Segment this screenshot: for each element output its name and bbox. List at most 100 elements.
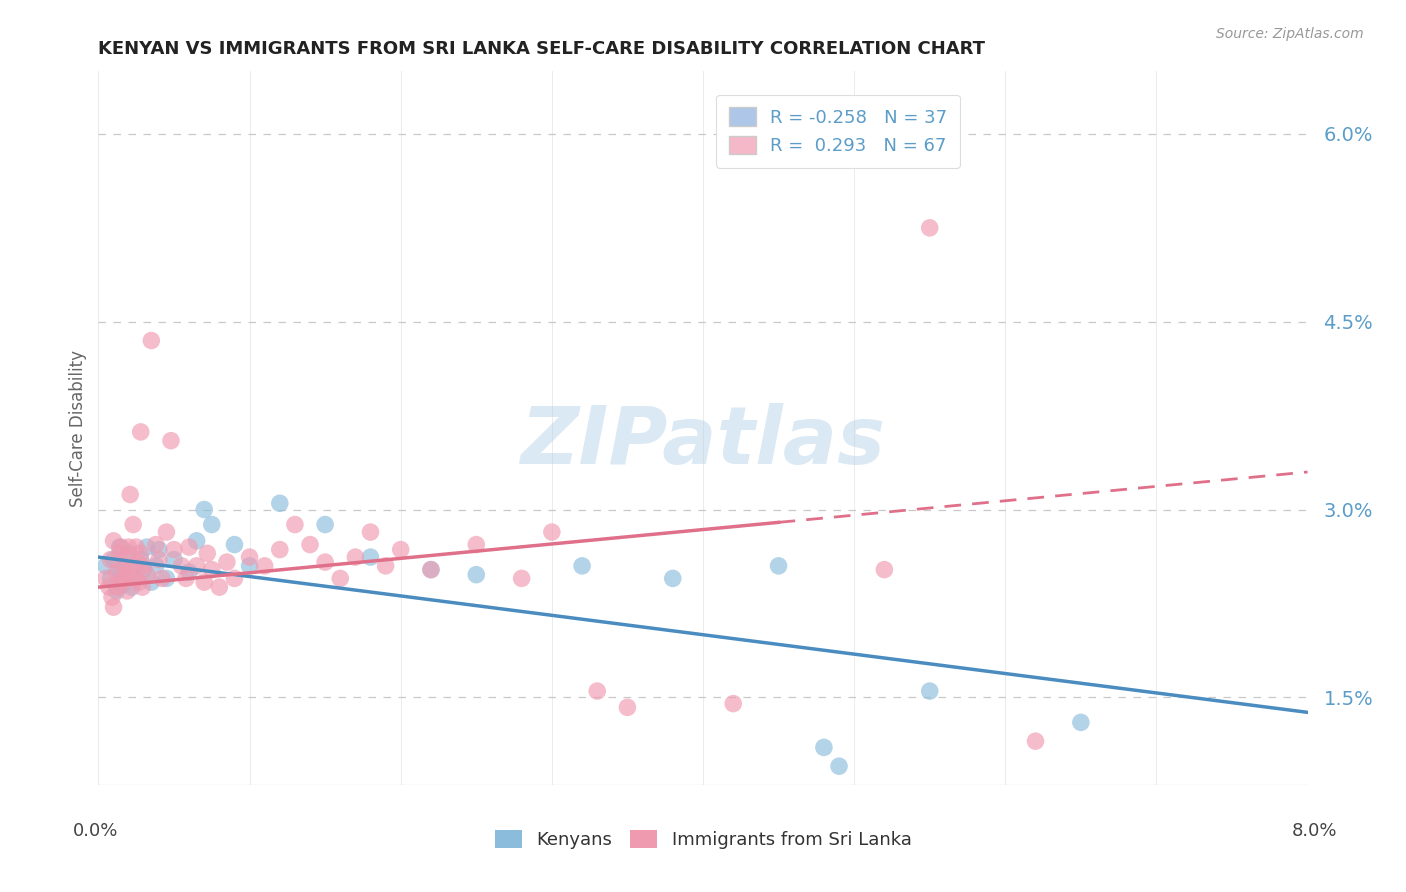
Point (239, 558, 262, 573)
Point (344, 550, 367, 565)
Point (135, 567, 157, 582)
Point (141, 575, 163, 590)
Y-axis label: Self-Care Disability: Self-Care Disability (69, 350, 87, 507)
Point (132, 563, 155, 577)
Point (186, 533, 208, 548)
Point (108, 540, 131, 554)
Point (128, 575, 150, 590)
Point (121, 580, 143, 594)
Point (148, 542, 170, 557)
Point (105, 583, 128, 598)
Point (360, 524, 382, 539)
Point (118, 567, 141, 582)
Point (129, 552, 152, 566)
Point (723, 697, 745, 711)
Point (186, 558, 208, 573)
Point (103, 600, 125, 615)
Point (389, 542, 412, 557)
Point (103, 552, 125, 566)
Point (360, 550, 382, 565)
Point (1070, 715, 1092, 730)
Point (125, 540, 148, 554)
Point (107, 580, 129, 594)
Point (114, 558, 136, 573)
Point (215, 555, 238, 569)
Point (155, 524, 177, 539)
Point (108, 546, 131, 560)
Point (121, 558, 143, 573)
Point (918, 220, 941, 235)
Point (170, 558, 193, 573)
Point (918, 684, 941, 698)
Text: KENYAN VS IMMIGRANTS FROM SRI LANKA SELF-CARE DISABILITY CORRELATION CHART: KENYAN VS IMMIGRANTS FROM SRI LANKA SELF… (98, 40, 986, 58)
Point (135, 540, 157, 554)
Point (112, 571, 135, 585)
Point (540, 524, 562, 539)
Point (100, 571, 122, 585)
Point (115, 583, 138, 598)
Point (163, 552, 186, 566)
Point (510, 571, 533, 585)
Point (94, 558, 117, 573)
Point (118, 540, 141, 554)
Point (100, 552, 122, 566)
Point (129, 546, 152, 560)
Point (127, 555, 149, 569)
Point (813, 740, 835, 755)
Point (224, 538, 246, 552)
Point (586, 684, 609, 698)
Point (193, 575, 215, 590)
Point (163, 542, 186, 557)
Legend: R = -0.258   N = 37, R =  0.293   N = 67: R = -0.258 N = 37, R = 0.293 N = 67 (716, 95, 960, 168)
Point (661, 571, 683, 585)
Point (314, 555, 336, 569)
Point (873, 563, 896, 577)
Point (269, 542, 291, 557)
Point (329, 571, 352, 585)
Point (110, 565, 132, 579)
Point (110, 540, 132, 554)
Point (208, 580, 231, 594)
Point (124, 571, 146, 585)
Point (131, 580, 153, 594)
Point (314, 517, 336, 532)
Point (103, 533, 125, 548)
Point (111, 577, 134, 591)
Point (120, 487, 142, 501)
Point (101, 590, 124, 604)
Point (253, 558, 276, 573)
Point (179, 565, 201, 579)
Text: ZIPatlas: ZIPatlas (520, 403, 886, 482)
Point (114, 550, 136, 565)
Point (299, 538, 322, 552)
Point (118, 546, 141, 560)
Point (174, 571, 197, 585)
Point (94, 571, 117, 585)
Point (155, 571, 177, 585)
Point (239, 550, 262, 565)
Text: 8.0%: 8.0% (1292, 822, 1337, 840)
Point (571, 558, 593, 573)
Legend: Kenyans, Immigrants from Sri Lanka: Kenyans, Immigrants from Sri Lanka (488, 822, 918, 856)
Point (122, 517, 145, 532)
Point (616, 700, 638, 714)
Point (111, 558, 134, 573)
Text: Source: ZipAtlas.com: Source: ZipAtlas.com (1216, 27, 1364, 41)
Point (768, 558, 790, 573)
Point (129, 425, 152, 439)
Point (125, 571, 148, 585)
Point (828, 759, 851, 773)
Point (269, 496, 291, 510)
Point (132, 558, 155, 573)
Point (465, 567, 488, 582)
Point (145, 538, 167, 552)
Point (145, 558, 167, 573)
Text: 0.0%: 0.0% (73, 822, 118, 840)
Point (224, 571, 246, 585)
Point (201, 517, 224, 532)
Point (148, 552, 170, 566)
Point (420, 563, 443, 577)
Point (374, 558, 396, 573)
Point (465, 538, 488, 552)
Point (201, 563, 224, 577)
